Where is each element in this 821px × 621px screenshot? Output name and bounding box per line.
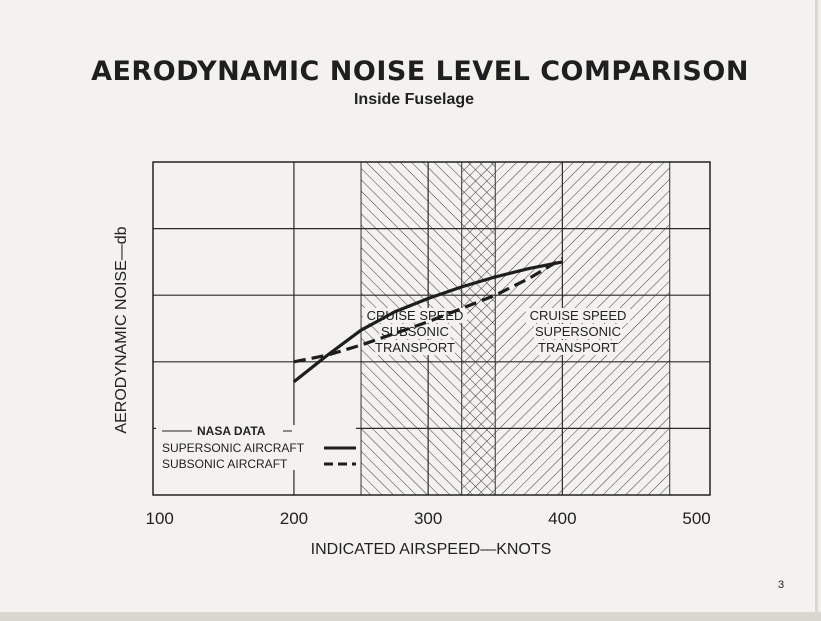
- region-subsonic-label-line: CRUISE SPEED: [367, 308, 464, 323]
- x-tick-label: 500: [682, 509, 710, 528]
- x-tick-label: 400: [548, 509, 576, 528]
- x-tick-label: 100: [146, 509, 174, 528]
- legend-title: NASA DATA: [197, 424, 266, 438]
- region-supersonic-label-line: TRANSPORT: [538, 340, 618, 355]
- region-supersonic-label-bg: [525, 308, 631, 323]
- region-subsonic-label-bg: [379, 324, 451, 339]
- series-subsonic-aircraft-line: [293, 257, 564, 364]
- x-axis-label: INDICATED AIRSPEED—KNOTS: [311, 541, 552, 558]
- region-subsonic-label-bg: [362, 308, 468, 323]
- region-supersonic-label-bg: [538, 340, 618, 355]
- chart-title: AERODYNAMIC NOISE LEVEL COMPARISON: [91, 56, 749, 87]
- series-supersonic-aircraft-line: [292, 260, 563, 384]
- y-axis-label: AERODYNAMIC NOISE—db: [113, 226, 130, 433]
- chart-subtitle: Inside Fuselage: [353, 91, 475, 108]
- region-subsonic-label-line: TRANSPORT: [375, 340, 455, 355]
- x-tick-label: 300: [414, 509, 442, 528]
- legend-entry-label: SUBSONIC AIRCRAFT: [162, 457, 288, 471]
- region-subsonic-label-bg: [375, 340, 455, 355]
- legend-background: [156, 425, 356, 470]
- x-tick-label: 200: [280, 509, 308, 528]
- plot-frame: [152, 161, 711, 496]
- legend-entry-label: SUPERSONIC AIRCRAFT: [162, 441, 305, 455]
- region-supersonic-label-line: CRUISE SPEED: [530, 308, 627, 323]
- page-bottom-edge: [0, 612, 821, 621]
- page-number: 3: [778, 579, 785, 591]
- region-supersonic-label-line: SUPERSONIC: [535, 324, 621, 339]
- region-subsonic-label-line: SUBSONIC: [381, 324, 449, 339]
- region-supersonic-label-bg: [534, 324, 622, 339]
